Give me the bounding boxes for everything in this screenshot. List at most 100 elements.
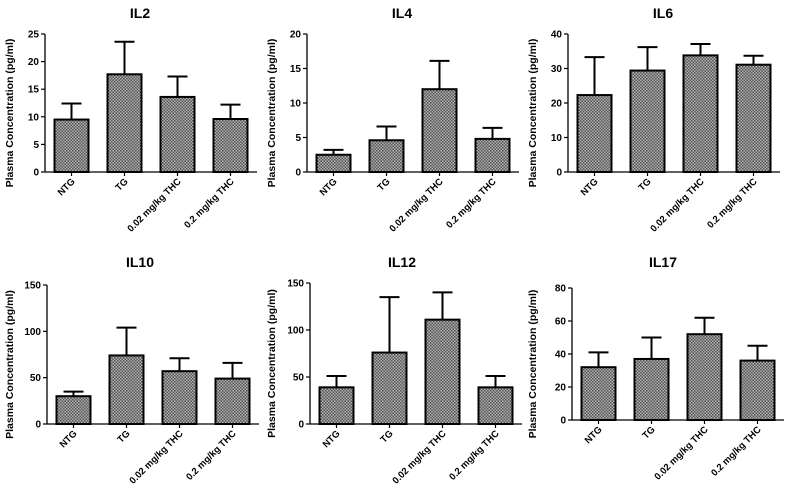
x-tick-label: NTG — [318, 176, 340, 198]
bar — [108, 354, 145, 425]
y-tick-label: 10 — [551, 133, 563, 144]
x-tick-label: NTG — [579, 176, 601, 198]
chart-panel-il10: IL10 Plasma Concentration (pg/ml) 0 50 100 15… — [0, 249, 262, 498]
x-tick-label: NTG — [58, 428, 80, 450]
y-axis-label: Plasma Concentration (pg/ml) — [266, 39, 278, 188]
y-tick-label: 0 — [560, 416, 566, 427]
y-tick-label: 100 — [24, 327, 41, 338]
bar — [159, 95, 196, 173]
chart-svg: IL4 Plasma Concentration (pg/ml) 0 5 10 15 20 N… — [266, 5, 519, 235]
x-tick-label: TG — [114, 176, 131, 193]
chart-title: IL12 — [388, 254, 416, 270]
y-axis-label: Plasma Concentration (pg/ml) — [527, 290, 539, 439]
bar — [55, 395, 92, 425]
x-tick-label: NTG — [583, 424, 605, 446]
chart-title: IL17 — [649, 254, 677, 270]
chart-svg: IL12 Plasma Concentration (pg/ml) 0 50 100 15… — [266, 254, 522, 487]
y-tick-label: 10 — [290, 99, 302, 110]
chart-panel-il17: IL17 Plasma Concentration (pg/ml) 0 20 40 60 8… — [523, 249, 785, 498]
x-tick-label: TG — [116, 428, 133, 445]
bar — [576, 94, 613, 173]
chart-panel-il12: IL12 Plasma Concentration (pg/ml) 0 50 100 15… — [262, 249, 524, 498]
bar — [474, 137, 511, 174]
x-tick-label: 0.02 mg/kg THC — [652, 424, 710, 482]
bar — [629, 69, 666, 173]
y-axis-label: Plasma Concentration (pg/ml) — [4, 290, 16, 439]
bar — [633, 357, 670, 421]
x-tick-label: TG — [376, 176, 393, 193]
bar — [739, 359, 776, 421]
y-tick-label: 20 — [28, 57, 40, 68]
y-tick-label: 100 — [287, 326, 304, 337]
y-tick-label: 0 — [35, 420, 41, 431]
y-tick-label: 0 — [295, 168, 301, 179]
y-tick-label: 40 — [551, 30, 563, 41]
bar — [580, 366, 617, 421]
bar — [424, 318, 461, 425]
y-tick-label: 50 — [30, 373, 42, 384]
chart-svg: IL6 Plasma Concentration (pg/ml) 0 10 20 30 40… — [527, 5, 780, 235]
bar — [106, 73, 143, 173]
x-tick-label: 0.2 mg/kg THC — [705, 176, 760, 231]
chart-title: IL2 — [130, 5, 150, 21]
bar — [214, 377, 251, 426]
bar — [477, 386, 514, 425]
y-tick-label: 150 — [287, 279, 304, 290]
y-tick-label: 150 — [24, 281, 41, 292]
bar — [212, 118, 249, 174]
chart-svg: IL10 Plasma Concentration (pg/ml) 0 50 100 15… — [4, 254, 259, 487]
y-tick-label: 20 — [551, 99, 563, 110]
x-tick-label: 0.02 mg/kg THC — [648, 176, 706, 234]
x-tick-label: 0.2 mg/kg THC — [444, 176, 499, 231]
x-tick-label: TG — [637, 176, 654, 193]
chart-panel-il6: IL6 Plasma Concentration (pg/ml) 0 10 20 30 40… — [523, 0, 785, 249]
bar — [53, 118, 90, 173]
x-tick-label: 0.02 mg/kg THC — [127, 428, 185, 486]
y-tick-label: 60 — [555, 317, 567, 328]
x-tick-label: 0.2 mg/kg THC — [182, 176, 237, 231]
y-tick-label: 25 — [28, 30, 40, 41]
y-axis-label: Plasma Concentration (pg/ml) — [527, 39, 539, 188]
bar — [682, 54, 719, 173]
chart-svg: IL17 Plasma Concentration (pg/ml) 0 20 40 60 8… — [527, 254, 784, 483]
bar — [315, 153, 352, 173]
bar — [686, 333, 723, 421]
x-tick-label: 0.02 mg/kg THC — [125, 176, 183, 234]
y-tick-label: 15 — [28, 85, 40, 96]
y-axis-label: Plasma Concentration (pg/ml) — [266, 289, 278, 438]
bar — [161, 370, 198, 425]
x-tick-label: TG — [379, 428, 396, 445]
y-tick-label: 50 — [293, 373, 305, 384]
chart-title: IL4 — [392, 5, 412, 21]
y-tick-label: 0 — [33, 168, 39, 179]
bar — [371, 351, 408, 425]
bar — [318, 386, 355, 425]
y-tick-label: 40 — [555, 350, 567, 361]
bar — [735, 63, 772, 173]
y-tick-label: 0 — [298, 420, 304, 431]
x-tick-label: NTG — [321, 428, 343, 450]
chart-title: IL6 — [653, 5, 673, 21]
x-tick-label: 0.2 mg/kg THC — [184, 428, 239, 483]
y-tick-label: 20 — [290, 30, 302, 41]
chart-panel-il4: IL4 Plasma Concentration (pg/ml) 0 5 10 15 20 N… — [262, 0, 524, 249]
y-tick-label: 10 — [28, 112, 40, 123]
y-tick-label: 80 — [555, 284, 567, 295]
y-tick-label: 15 — [290, 64, 302, 75]
x-tick-label: NTG — [56, 176, 78, 198]
bar — [368, 139, 405, 173]
x-tick-label: 0.02 mg/kg THC — [390, 428, 448, 486]
chart-panel-il2: IL2 Plasma Concentration (pg/ml) 0 5 10 15 20 2… — [0, 0, 262, 249]
x-tick-label: 0.02 mg/kg THC — [387, 176, 445, 234]
y-tick-label: 20 — [555, 383, 567, 394]
chart-svg: IL2 Plasma Concentration (pg/ml) 0 5 10 15 20 2… — [4, 5, 257, 235]
x-tick-label: 0.2 mg/kg THC — [447, 428, 502, 483]
y-axis-label: Plasma Concentration (pg/ml) — [4, 39, 16, 188]
y-tick-label: 30 — [551, 64, 563, 75]
y-tick-label: 5 — [33, 140, 39, 151]
y-tick-label: 5 — [295, 133, 301, 144]
chart-title: IL10 — [126, 254, 154, 270]
x-tick-label: TG — [641, 424, 658, 441]
bar — [421, 88, 458, 173]
x-tick-label: 0.2 mg/kg THC — [709, 424, 764, 479]
